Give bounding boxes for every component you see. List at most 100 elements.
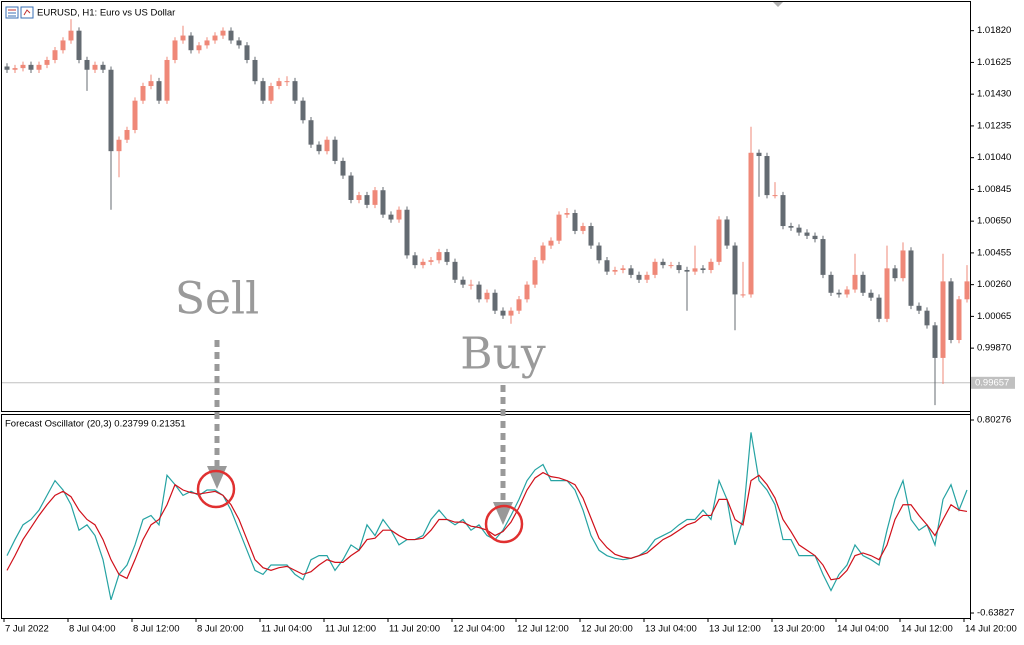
y-tick-label: 1.00650	[977, 216, 1011, 227]
candle-body	[748, 152, 754, 295]
candle-body	[628, 268, 634, 275]
candle-body	[348, 175, 354, 200]
candle-body	[892, 268, 898, 279]
candle-body	[964, 281, 970, 300]
icon	[23, 9, 31, 16]
candle-body	[356, 195, 362, 200]
x-tick-label: 7 Jul 2022	[5, 624, 49, 635]
candle-body	[428, 260, 434, 262]
x-tick-label: 14 Jul 20:00	[965, 624, 1017, 635]
candle-body	[148, 81, 154, 87]
candle-body	[516, 299, 522, 311]
candle-body	[580, 226, 586, 231]
y-tick-label: 1.01430	[977, 89, 1011, 100]
candle-body	[268, 86, 274, 101]
y-tick-label: 1.00065	[977, 311, 1011, 322]
icon	[20, 6, 34, 19]
candle-body	[132, 100, 138, 130]
candle-body	[844, 289, 850, 295]
candle-body	[276, 81, 282, 87]
candle-body	[652, 261, 658, 275]
candle-body	[820, 239, 826, 275]
candle-body	[572, 213, 578, 231]
x-tick-label: 11 Jul 04:00	[261, 624, 312, 635]
y-tick-label: -0.63827	[977, 608, 1015, 619]
candle-body	[116, 139, 122, 152]
candle-body	[420, 261, 426, 266]
candle-body	[620, 268, 626, 270]
candle-body	[172, 40, 178, 60]
candle-body	[636, 274, 642, 280]
x-tick-label: 8 Jul 20:00	[197, 624, 243, 635]
candle-body	[188, 35, 194, 51]
candle-body	[828, 274, 834, 293]
last-price-label: 0.99657	[975, 377, 1009, 388]
candle-body	[332, 139, 338, 161]
sell-arrow	[196, 340, 236, 509]
candle-body	[764, 156, 770, 196]
chart-title: EURUSD, H1: Euro vs US Dollar	[37, 8, 175, 19]
candle-body	[140, 86, 146, 101]
candle-body	[588, 226, 594, 246]
candle-body	[372, 190, 378, 205]
x-tick-label: 12 Jul 12:00	[517, 624, 569, 635]
highlight-circle	[484, 504, 524, 544]
x-tick-label: 14 Jul 04:00	[837, 624, 889, 635]
candle-body	[804, 232, 810, 236]
candle-body	[396, 209, 402, 220]
x-tick-label: 11 Jul 20:00	[389, 624, 440, 635]
x-tick-label: 13 Jul 20:00	[773, 624, 825, 635]
y-tick-label: 0.99870	[977, 343, 1011, 354]
candle-body	[164, 59, 170, 101]
candle-body	[612, 269, 618, 272]
candle-body	[492, 292, 498, 311]
candle-body	[796, 227, 802, 233]
candle-body	[948, 281, 954, 340]
annotation: Sell	[175, 274, 259, 325]
candle-body	[68, 30, 74, 41]
candle-body	[180, 35, 186, 41]
candle-body	[92, 64, 98, 70]
candle-body	[564, 213, 570, 215]
candle-body	[932, 325, 938, 358]
buy-arrow	[484, 385, 524, 544]
candle-body	[644, 274, 650, 280]
y-tick-label: 1.00455	[977, 247, 1011, 258]
candle-body	[212, 35, 218, 41]
candle-body	[292, 81, 298, 101]
candle-body	[732, 245, 738, 295]
candle-body	[380, 190, 386, 215]
candle-body	[252, 59, 258, 82]
candle-body	[604, 260, 610, 272]
candle-body	[324, 139, 330, 152]
candle-body	[676, 265, 682, 270]
candle-body	[548, 240, 554, 246]
candle-body	[452, 261, 458, 280]
oscillator-line	[6, 432, 968, 601]
candle-body	[900, 250, 906, 279]
x-tick-label: 8 Jul 12:00	[133, 624, 179, 635]
candle-body	[204, 40, 210, 46]
candle-body	[468, 284, 474, 286]
shift-marker	[773, 2, 783, 7]
x-tick-label: 13 Jul 12:00	[709, 624, 761, 635]
x-tick-label: 14 Jul 12:00	[901, 624, 953, 635]
candle-body	[44, 59, 50, 65]
candle-body	[812, 235, 818, 240]
candle-body	[444, 252, 450, 262]
candle-body	[236, 40, 242, 46]
plot-layer: 1.01820 1.01625 1.01430 1.01235 1.01040 1.008…	[2, 19, 1017, 635]
candle-body	[756, 152, 762, 157]
candle-body	[540, 245, 546, 261]
annotation: Buy	[460, 329, 546, 380]
candle-body	[412, 255, 418, 266]
candle-body	[716, 219, 722, 262]
candle-body	[484, 292, 490, 300]
candle-body	[500, 310, 506, 316]
candle-body	[84, 59, 90, 70]
candle-body	[260, 81, 266, 101]
y-tick-label: 1.01235	[977, 120, 1011, 131]
candle-body	[20, 64, 26, 69]
candle-body	[740, 294, 746, 296]
candle-body	[316, 144, 322, 152]
